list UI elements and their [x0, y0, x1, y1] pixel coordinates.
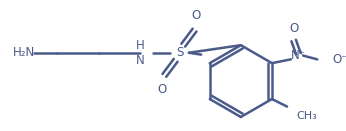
Text: O⁻: O⁻: [333, 53, 346, 66]
Text: O: O: [192, 9, 201, 22]
Text: O: O: [289, 22, 298, 35]
Text: N: N: [135, 54, 144, 67]
Text: S: S: [176, 46, 183, 59]
Text: O: O: [158, 83, 167, 96]
Text: N⁺: N⁺: [291, 49, 306, 62]
Text: H₂N: H₂N: [13, 46, 36, 59]
Text: H: H: [135, 39, 144, 52]
Text: CH₃: CH₃: [297, 111, 317, 121]
